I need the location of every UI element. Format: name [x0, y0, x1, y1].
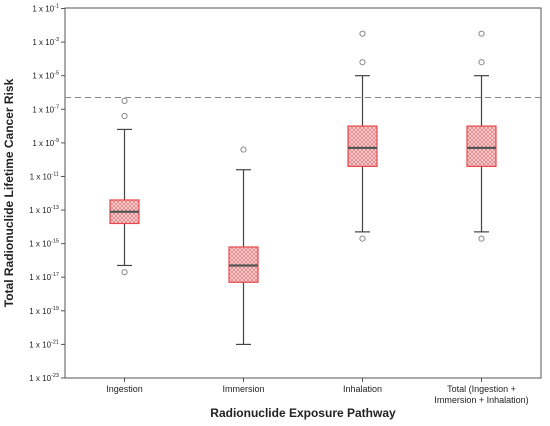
- y-tick-base: 1 x 10: [29, 374, 51, 383]
- plot-frame: [64, 7, 542, 379]
- outlier-point: [478, 235, 485, 242]
- y-tick-exponent: -3: [54, 37, 59, 43]
- y-tick-exponent: -23: [51, 373, 59, 379]
- x-category-label: Immersion: [222, 384, 264, 394]
- y-tick-base: 1 x 10: [32, 139, 54, 148]
- box-group-1: [228, 146, 259, 346]
- outlier-point: [121, 269, 128, 276]
- y-tick-base: 1 x 10: [29, 273, 51, 282]
- box-group-3: [466, 30, 497, 242]
- y-tick-label: 1 x 10-9: [32, 138, 59, 148]
- y-tick-exponent: -7: [54, 104, 59, 110]
- y-tick-exponent: -1: [54, 4, 59, 10]
- outlier-point: [359, 59, 366, 66]
- outlier-point: [240, 146, 247, 153]
- y-tick-exponent: -9: [54, 138, 59, 144]
- y-tick-base: 1 x 10: [32, 72, 54, 81]
- y-tick-label: 1 x 10-7: [32, 104, 59, 114]
- y-tick-label: 1 x 10-1: [32, 4, 59, 14]
- y-tick-base: 1 x 10: [29, 307, 51, 316]
- outlier-point: [478, 30, 485, 37]
- boxes-layer: [109, 30, 497, 346]
- y-tick-exponent: -21: [51, 339, 59, 345]
- y-tick-label: 1 x 10-11: [30, 171, 59, 181]
- y-tick-label: 1 x 10-13: [29, 205, 59, 215]
- y-tick-exponent: -17: [51, 272, 59, 278]
- outlier-point: [359, 235, 366, 242]
- y-tick-label: 1 x 10-5: [32, 71, 59, 81]
- x-axis-category-labels: Ingestion Immersion Inhalation Total (Inges…: [106, 378, 529, 405]
- y-tick-base: 1 x 10: [29, 340, 51, 349]
- x-category-label: Ingestion: [106, 384, 143, 394]
- x-axis-title: Radionuclide Exposure Pathway: [210, 406, 396, 420]
- y-tick-base: 1 x 10: [32, 105, 54, 114]
- y-tick-label: 1 x 10-17: [29, 272, 59, 282]
- x-category-label: Inhalation: [343, 384, 382, 394]
- y-tick-base: 1 x 10: [29, 240, 51, 249]
- y-tick-exponent: -15: [51, 239, 59, 245]
- outlier-point: [478, 59, 485, 66]
- x-category-label: Immersion + Inhalation): [434, 395, 528, 405]
- y-tick-base: 1 x 10: [30, 172, 52, 181]
- y-tick-label: 1 x 10-15: [29, 239, 59, 249]
- outlier-point: [359, 30, 366, 37]
- outlier-point: [121, 112, 128, 120]
- y-tick-exponent: -19: [51, 306, 59, 312]
- y-tick-exponent: -13: [51, 205, 59, 211]
- box-iqr: [466, 125, 497, 167]
- y-tick-exponent: -5: [54, 71, 59, 77]
- y-tick-label: 1 x 10-23: [29, 373, 59, 383]
- outlier-point: [121, 97, 128, 104]
- box-iqr: [347, 125, 378, 167]
- y-axis-title: Total Radionuclide Lifetime Cancer Risk: [2, 78, 16, 307]
- y-tick-label: 1 x 10-19: [29, 306, 59, 316]
- x-category-label: Total (Ingestion +: [447, 384, 516, 394]
- y-tick-label: 1 x 10-3: [32, 37, 59, 47]
- y-tick-exponent: -11: [51, 171, 59, 177]
- y-tick-base: 1 x 10: [29, 206, 51, 215]
- box-group-0: [109, 97, 140, 276]
- y-tick-base: 1 x 10: [32, 38, 54, 47]
- y-tick-label: 1 x 10-21: [29, 339, 59, 349]
- y-tick-base: 1 x 10: [32, 5, 54, 14]
- box-group-2: [347, 30, 378, 242]
- y-axis-ticks: 1 x 10-11 x 10-31 x 10-51 x 10-71 x 10-9…: [29, 4, 65, 383]
